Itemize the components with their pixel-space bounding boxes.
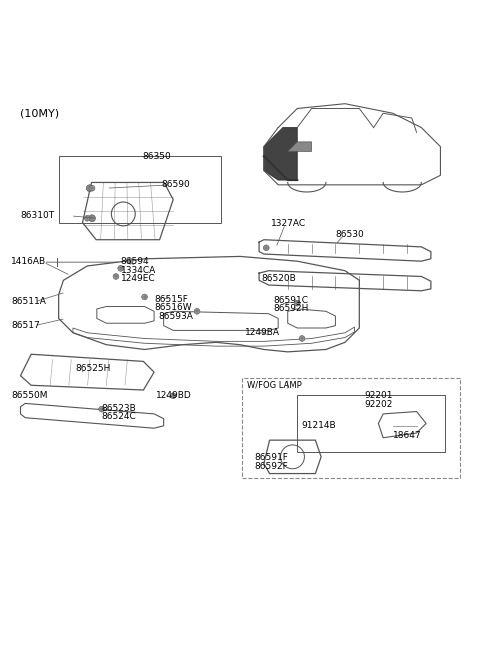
Circle shape xyxy=(118,266,123,271)
Text: 86594: 86594 xyxy=(120,257,149,266)
Circle shape xyxy=(84,215,90,221)
Text: 86515F: 86515F xyxy=(154,295,188,304)
Polygon shape xyxy=(288,142,312,152)
Text: W/FOG LAMP: W/FOG LAMP xyxy=(247,380,302,390)
Text: 86350: 86350 xyxy=(142,152,171,161)
Text: 86550M: 86550M xyxy=(11,391,48,400)
Circle shape xyxy=(127,258,133,264)
Text: 1334CA: 1334CA xyxy=(120,266,156,275)
Text: 91214B: 91214B xyxy=(301,421,336,430)
Text: 86520B: 86520B xyxy=(262,274,296,283)
Text: 92202: 92202 xyxy=(364,400,393,409)
Text: 86591F: 86591F xyxy=(254,453,288,462)
Circle shape xyxy=(99,406,105,412)
Text: 92201: 92201 xyxy=(364,391,393,400)
Bar xyxy=(242,378,459,478)
Text: 86523B: 86523B xyxy=(102,403,136,413)
Text: 86517: 86517 xyxy=(11,321,40,330)
Circle shape xyxy=(142,294,147,300)
Text: 1249BA: 1249BA xyxy=(245,328,280,337)
Circle shape xyxy=(86,185,93,192)
Text: 86524C: 86524C xyxy=(102,412,136,420)
Text: 1327AC: 1327AC xyxy=(271,218,306,228)
Circle shape xyxy=(89,215,96,222)
Text: 86590: 86590 xyxy=(161,180,190,190)
Text: 86525H: 86525H xyxy=(75,364,111,373)
Text: 86516W: 86516W xyxy=(154,303,192,312)
Text: 1249EC: 1249EC xyxy=(120,274,156,283)
Circle shape xyxy=(89,185,95,191)
Bar xyxy=(59,156,221,223)
Circle shape xyxy=(294,300,300,306)
Text: 86511A: 86511A xyxy=(11,297,46,306)
Circle shape xyxy=(299,336,305,341)
Circle shape xyxy=(194,308,200,314)
Circle shape xyxy=(170,393,176,399)
Circle shape xyxy=(113,274,119,279)
Polygon shape xyxy=(264,127,297,180)
Text: 86530: 86530 xyxy=(336,230,364,239)
Text: 18647: 18647 xyxy=(393,431,421,440)
Text: 86592H: 86592H xyxy=(274,304,309,314)
Text: 86592F: 86592F xyxy=(254,462,288,471)
Text: 86310T: 86310T xyxy=(21,211,55,220)
Text: 1249BD: 1249BD xyxy=(156,391,192,400)
Text: 86591C: 86591C xyxy=(274,296,309,305)
Text: 86593A: 86593A xyxy=(159,312,194,321)
Text: 1416AB: 1416AB xyxy=(11,257,46,266)
Circle shape xyxy=(264,245,269,251)
Text: (10MY): (10MY) xyxy=(21,108,60,119)
Bar xyxy=(297,395,445,452)
